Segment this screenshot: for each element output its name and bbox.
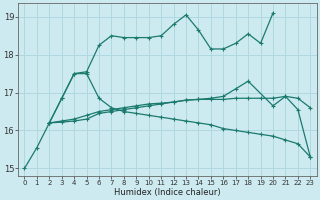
- X-axis label: Humidex (Indice chaleur): Humidex (Indice chaleur): [114, 188, 221, 197]
